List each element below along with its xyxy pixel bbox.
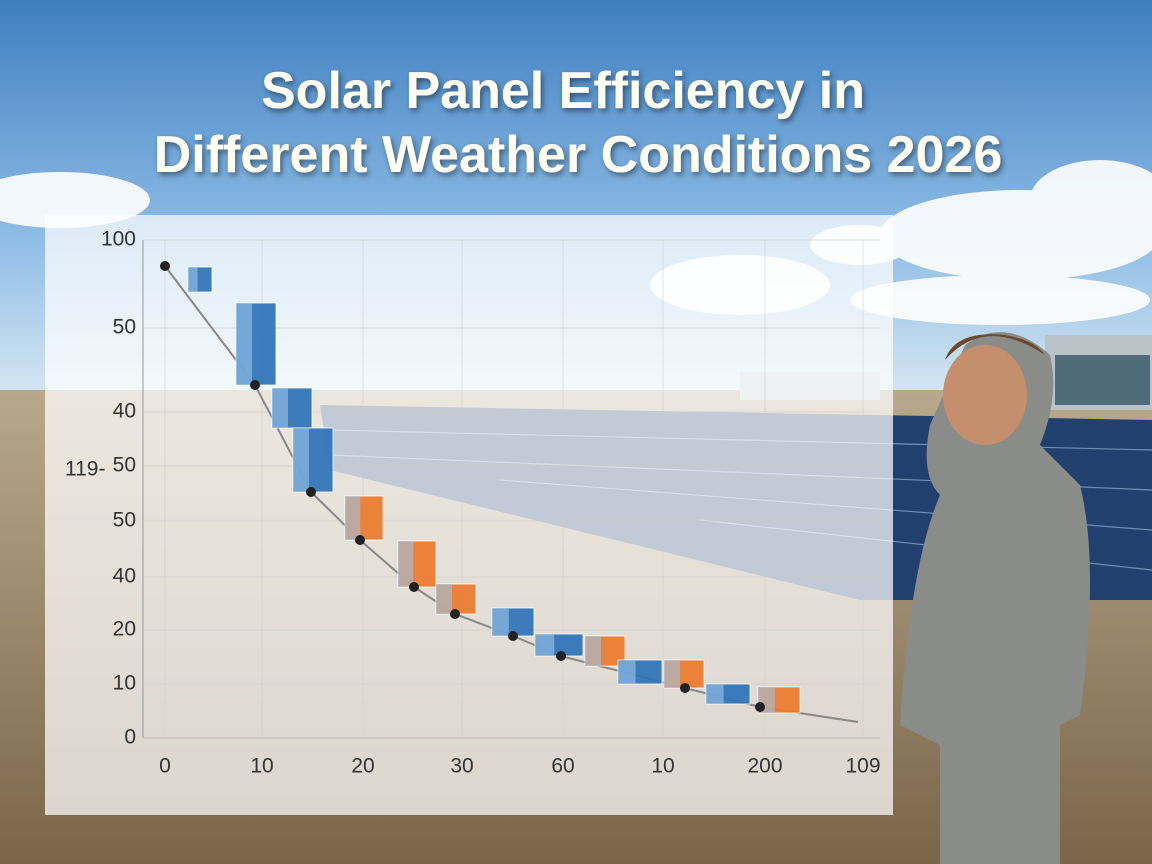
person-head <box>943 345 1027 445</box>
bar-face <box>188 267 198 292</box>
x-tick-label: 10 <box>250 755 273 778</box>
point <box>556 651 566 661</box>
x-tick-label: 20 <box>351 755 374 778</box>
x-tick-label: 200 <box>747 755 782 778</box>
point <box>160 261 170 271</box>
bars <box>187 266 801 714</box>
x-tick-label: 0 <box>159 755 171 778</box>
bar-face <box>618 660 636 684</box>
title-line: Solar Panel Efficiency in <box>261 62 865 120</box>
bar-face <box>436 584 452 614</box>
grid <box>143 239 880 739</box>
y-tick-label: 100 <box>101 228 136 251</box>
bar-face <box>398 541 414 587</box>
bar-face <box>706 684 724 704</box>
title-line: Different Weather Conditions 2026 <box>154 126 1003 184</box>
x-tick-label: 60 <box>551 755 574 778</box>
bar-face <box>585 636 601 666</box>
point <box>508 631 518 641</box>
clouds <box>0 160 1152 325</box>
point <box>450 609 460 619</box>
y-tick-label: 50 <box>113 509 136 532</box>
x-tick-label: 30 <box>450 755 473 778</box>
bar-face <box>272 388 288 428</box>
person-hair <box>945 334 1045 360</box>
bar-face <box>535 634 555 656</box>
person <box>900 332 1090 864</box>
y-axis-title: 119- <box>65 458 105 481</box>
chart-panel <box>45 215 893 815</box>
bar-face <box>236 303 252 385</box>
point <box>409 582 419 592</box>
y-tick-label: 50 <box>113 454 136 477</box>
bar-face <box>293 428 309 492</box>
x-tick-label: 10 <box>651 755 674 778</box>
y-tick-label: 10 <box>113 672 136 695</box>
point <box>755 702 765 712</box>
point <box>680 683 690 693</box>
y-tick-label: 40 <box>113 400 136 423</box>
point <box>355 535 365 545</box>
y-tick-label: 40 <box>113 565 136 588</box>
bar-face <box>345 496 361 540</box>
dots <box>160 261 765 712</box>
bar-face <box>492 608 509 636</box>
building-windows <box>1055 355 1150 405</box>
point <box>306 487 316 497</box>
bar-face <box>664 660 680 688</box>
y-tick-label: 0 <box>124 726 136 749</box>
point <box>250 380 260 390</box>
y-tick-label: 50 <box>113 316 136 339</box>
x-tick-label: 109 <box>845 755 880 778</box>
y-tick-label: 20 <box>113 618 136 641</box>
